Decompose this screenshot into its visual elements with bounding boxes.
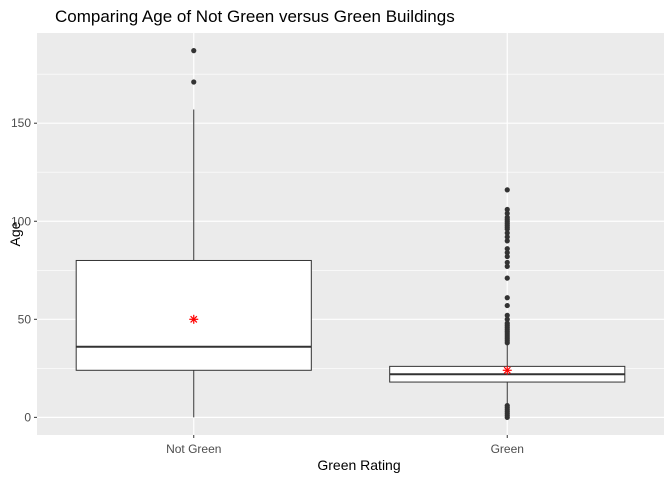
outlier-point (504, 230, 510, 236)
outlier-point (191, 79, 197, 85)
y-tick-label: 50 (18, 312, 32, 326)
outlier-point (504, 234, 510, 240)
x-tick-label: Green (491, 442, 524, 456)
outlier-point (504, 250, 510, 256)
mean-marker-stroke (190, 315, 198, 323)
outlier-point (504, 210, 510, 217)
outlier-point (191, 48, 197, 54)
outlier-point (504, 187, 510, 193)
x-axis-title: Green Rating (317, 457, 400, 473)
outlier-point (504, 320, 510, 326)
outlier-point (504, 295, 510, 301)
y-axis-title: Age (7, 221, 23, 246)
outlier-point (504, 302, 510, 309)
outlier-point (504, 316, 510, 322)
y-tick-label: 100 (11, 214, 31, 228)
outlier-point (504, 259, 510, 266)
outlier-point (504, 238, 510, 244)
box-layer (75, 48, 626, 420)
outlier-point (504, 206, 510, 213)
outlier-point (504, 246, 510, 252)
outlier-point (504, 312, 510, 318)
x-tick-label: Not Green (166, 442, 221, 456)
box-green (389, 187, 626, 420)
mean-marker (502, 365, 512, 375)
outlier-point (504, 263, 510, 269)
chart-title: Comparing Age of Not Green versus Green … (55, 7, 455, 26)
mean-marker (189, 314, 199, 324)
outlier-point (504, 214, 510, 220)
y-tick-label: 0 (24, 410, 31, 424)
outlier-point (504, 253, 510, 260)
outlier-point (504, 275, 510, 281)
y-tick-label: 150 (11, 116, 31, 130)
outlier-point (504, 402, 510, 409)
mean-marker-stroke (503, 366, 511, 374)
axis-layer: 0 50 100 150 Not Green Green (11, 116, 524, 456)
box-not-green (75, 48, 312, 418)
